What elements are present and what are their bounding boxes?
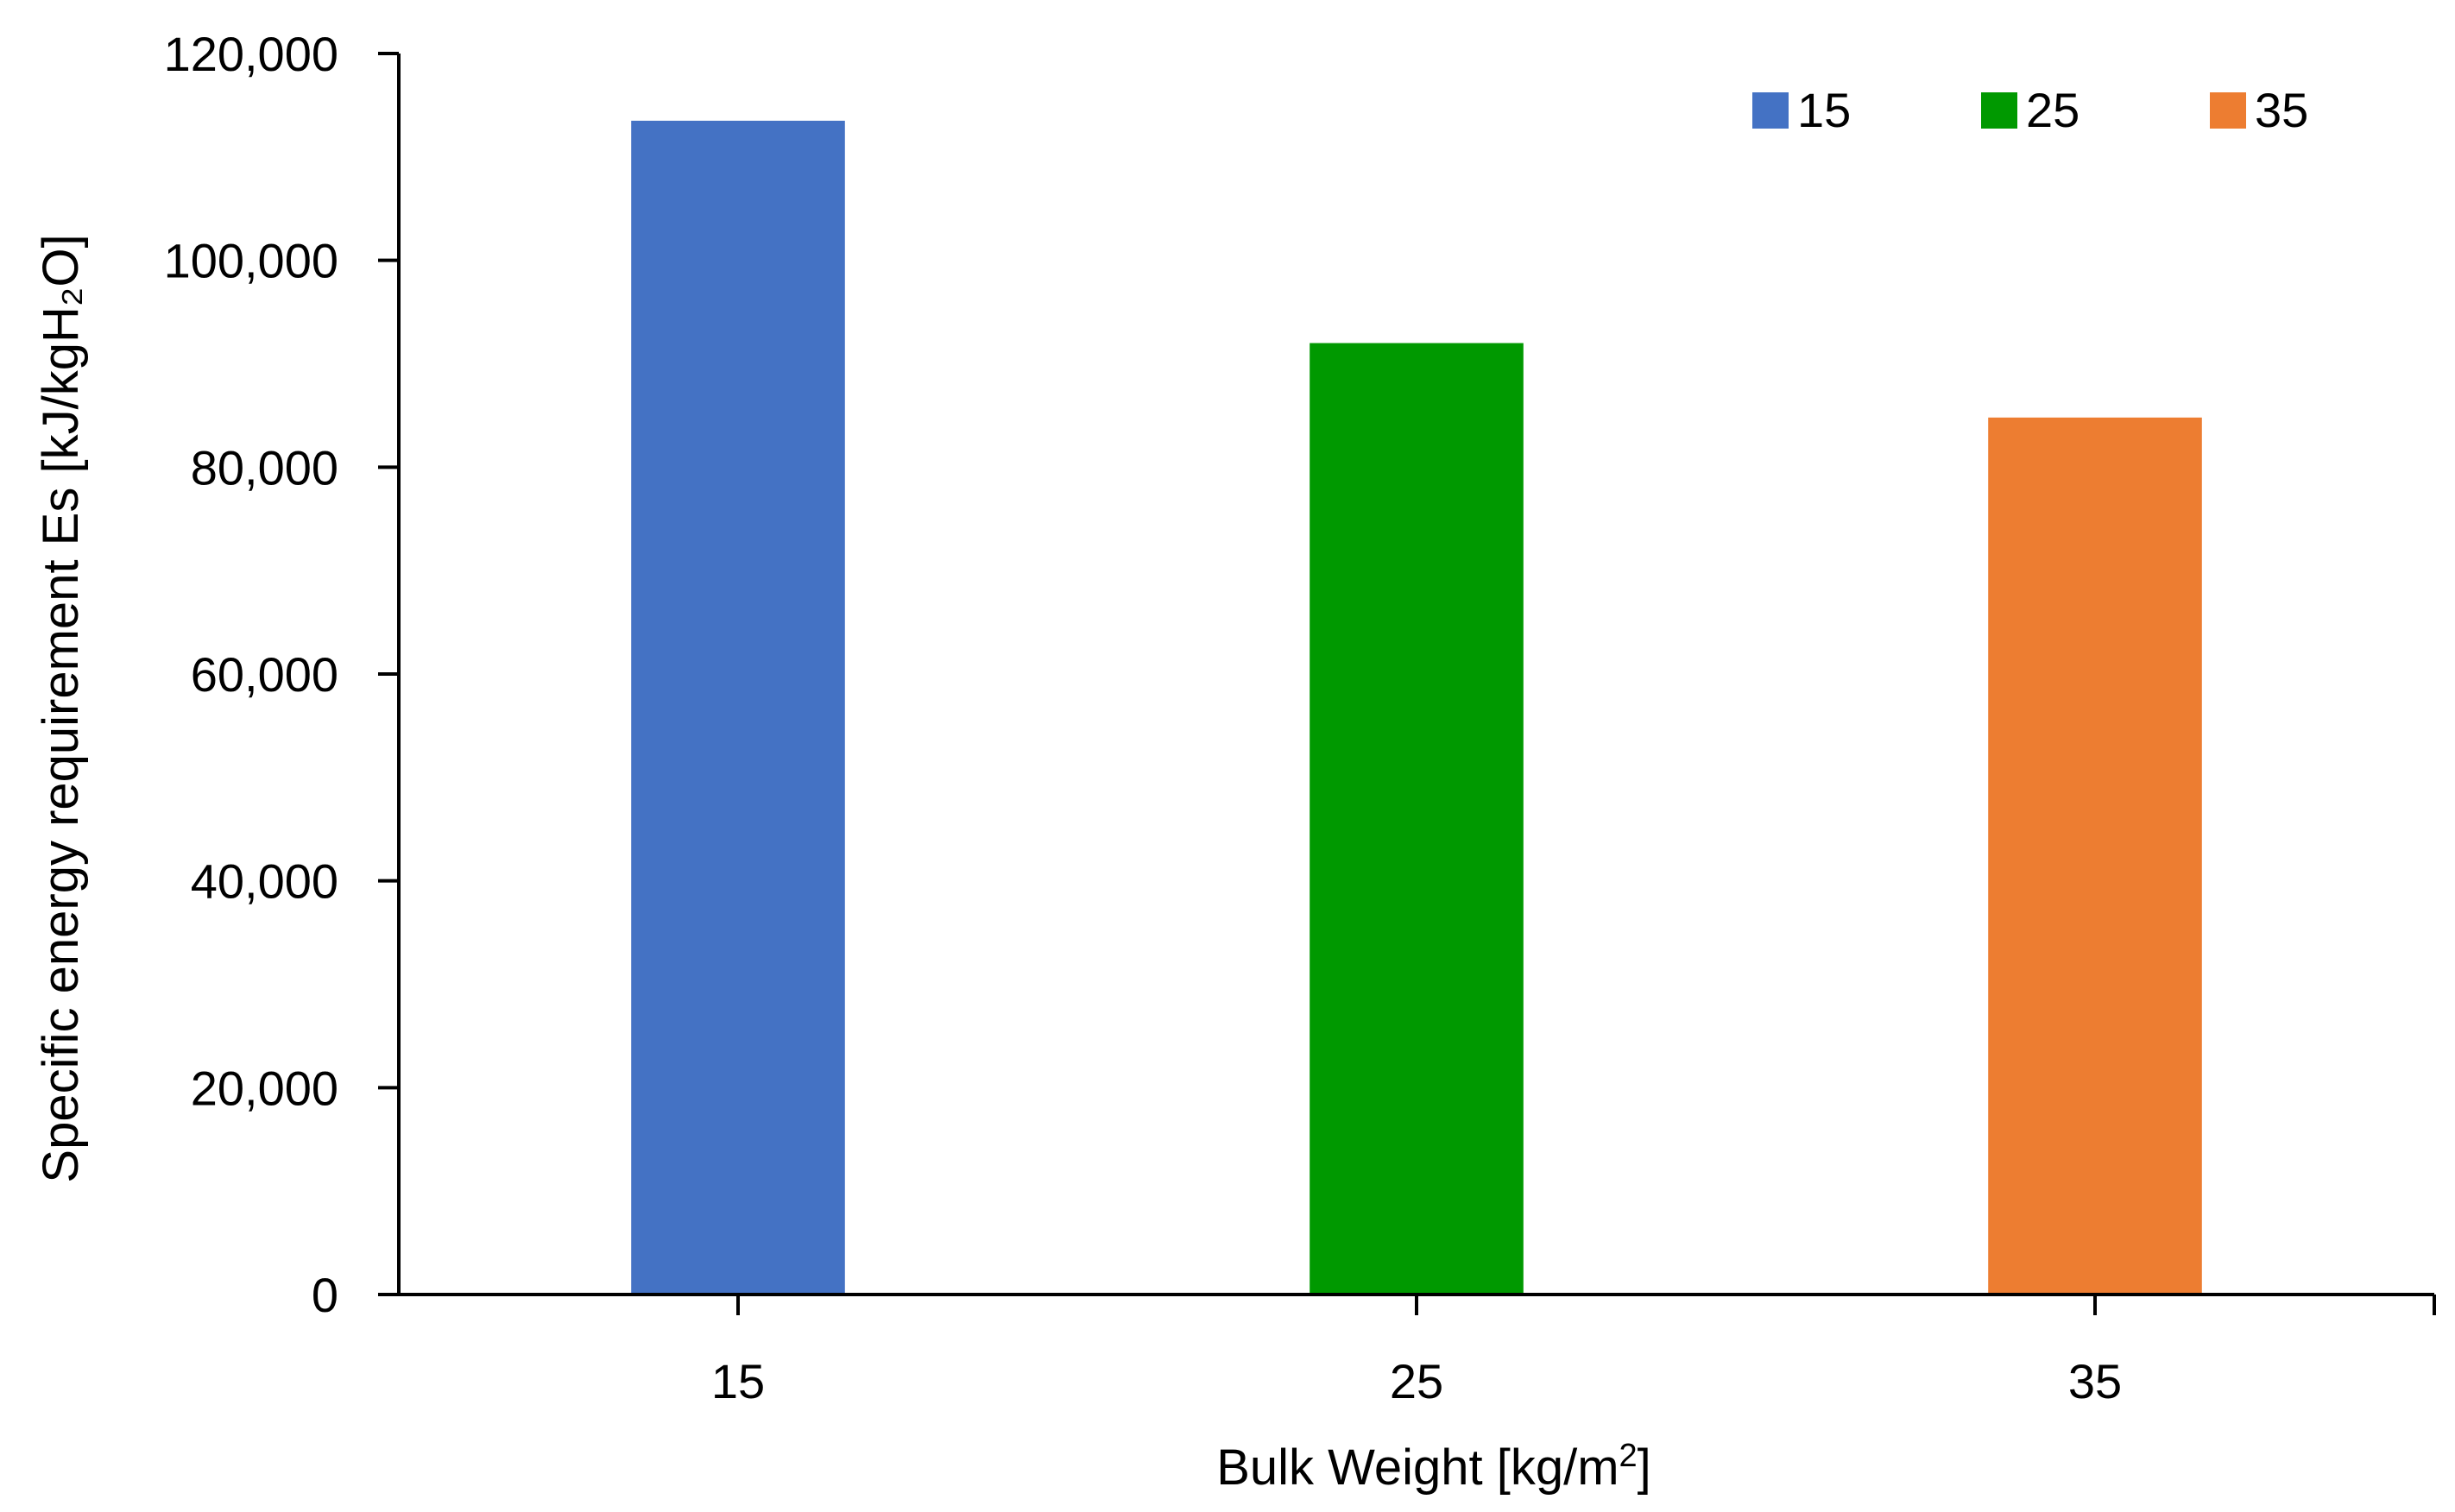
x-axis-title-main: Bulk Weight [kg/m	[1216, 1440, 1619, 1496]
y-tick-label: 0	[312, 1268, 338, 1322]
legend-label-25: 25	[2026, 83, 2079, 137]
x-axis-title-end: ]	[1638, 1440, 1651, 1496]
bars	[631, 120, 2202, 1295]
legend-swatch-35	[2210, 92, 2246, 129]
y-axis-title: Specific energy requirement Es [kJ/kgH₂O…	[33, 234, 89, 1182]
bar-25	[1310, 343, 1524, 1295]
legend: 15 25 35	[1752, 83, 2308, 137]
legend-label-15: 15	[1797, 83, 1851, 137]
y-tick-label: 120,000	[164, 27, 338, 81]
bar-35	[1988, 417, 2202, 1295]
y-ticks: 0 20,000 40,000 60,000 80,000 100,000 120,000	[164, 27, 399, 1322]
x-tick-label: 35	[2068, 1354, 2122, 1408]
x-axis-title: Bulk Weight [kg/m2]	[1216, 1438, 1651, 1496]
legend-swatch-25	[1981, 92, 2017, 129]
legend-label-35: 35	[2255, 83, 2308, 137]
x-tick-label: 25	[1390, 1354, 1443, 1408]
bar-15	[631, 120, 845, 1295]
y-tick-label: 100,000	[164, 234, 338, 288]
y-tick-label: 20,000	[191, 1061, 338, 1115]
x-tick-label: 15	[711, 1354, 765, 1408]
legend-swatch-15	[1752, 92, 1789, 129]
x-axis-title-sup: 2	[1619, 1438, 1638, 1474]
y-tick-label: 40,000	[191, 854, 338, 909]
y-tick-label: 80,000	[191, 440, 338, 495]
x-ticks: 15 25 35	[711, 1295, 2436, 1408]
y-tick-label: 60,000	[191, 647, 338, 702]
